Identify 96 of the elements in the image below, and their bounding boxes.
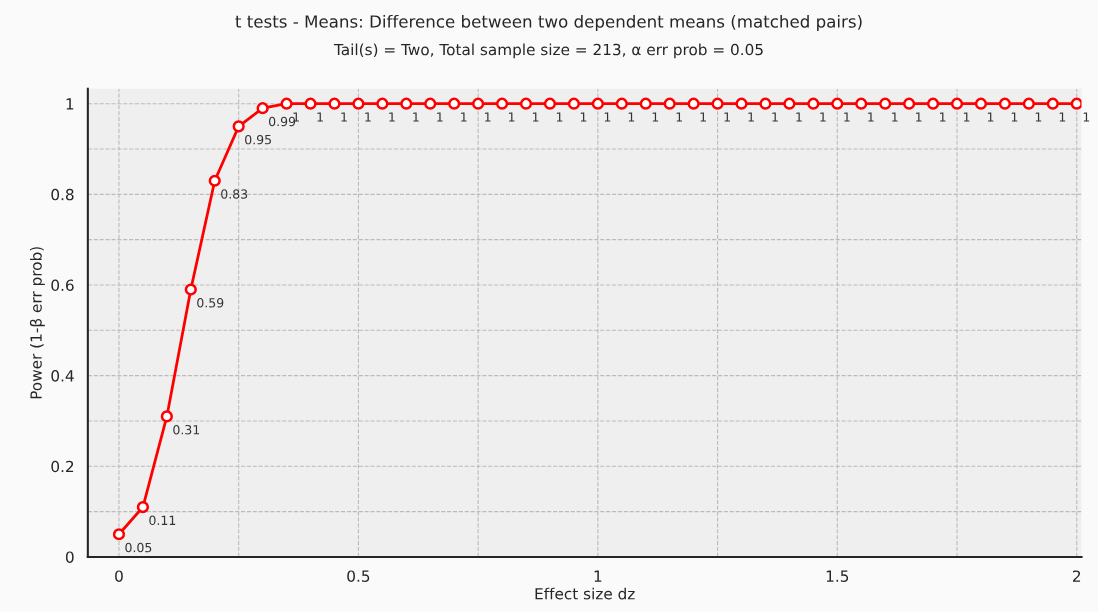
x-tick-label: 0 bbox=[115, 570, 123, 582]
point bbox=[950, 97, 964, 110]
point bbox=[184, 283, 197, 296]
point bbox=[567, 97, 581, 110]
data-label: 1 bbox=[820, 112, 826, 122]
point bbox=[926, 97, 940, 110]
point bbox=[424, 97, 437, 110]
point bbox=[208, 174, 221, 187]
x-tick-label: 2 bbox=[1073, 570, 1081, 582]
data-label: 1 bbox=[724, 112, 730, 122]
point bbox=[711, 97, 724, 110]
data-label: 1 bbox=[748, 112, 754, 122]
point bbox=[1046, 97, 1059, 110]
point bbox=[352, 97, 365, 110]
chart-title: t tests - Means: Difference between two dependent means (matched pairs) bbox=[235, 14, 862, 32]
y-tick-label: 0.4 bbox=[51, 370, 74, 382]
point bbox=[974, 97, 988, 110]
data-label: 1 bbox=[365, 112, 371, 122]
point bbox=[615, 97, 628, 110]
point bbox=[328, 97, 341, 110]
data-label: 0.05 bbox=[125, 542, 152, 553]
point bbox=[759, 97, 772, 110]
point bbox=[879, 97, 892, 110]
point bbox=[160, 410, 173, 423]
point bbox=[256, 102, 269, 115]
point bbox=[831, 97, 844, 110]
chart-subtitle: Tail(s) = Two, Total sample size = 213, α err prob = 0.05 bbox=[333, 43, 763, 59]
data-label: 1 bbox=[437, 112, 443, 122]
data-label: 1 bbox=[796, 112, 802, 122]
data-label: 1 bbox=[389, 112, 395, 122]
data-label: 1 bbox=[676, 112, 683, 122]
data-label: 1 bbox=[1035, 112, 1042, 122]
point bbox=[304, 97, 317, 110]
point bbox=[1022, 97, 1035, 110]
point bbox=[1070, 97, 1082, 110]
data-label: 0.11 bbox=[149, 515, 176, 526]
y-axis-title: Power (1-β err prob) bbox=[29, 247, 45, 399]
data-label: 1 bbox=[317, 112, 323, 122]
point bbox=[472, 97, 485, 110]
data-label: 1 bbox=[916, 112, 922, 122]
y-tick-label: 0.6 bbox=[51, 279, 74, 292]
point bbox=[639, 97, 652, 110]
point bbox=[735, 97, 748, 110]
point bbox=[807, 97, 820, 110]
x-tick-label: 1 bbox=[594, 570, 602, 582]
data-label: 1 bbox=[604, 112, 611, 122]
point bbox=[998, 97, 1012, 110]
data-label: 1 bbox=[987, 112, 994, 122]
x-tick-label: 1.5 bbox=[826, 570, 849, 582]
data-label: 1 bbox=[940, 112, 946, 122]
data-label: 1 bbox=[1011, 112, 1018, 122]
data-label: 1 bbox=[580, 112, 587, 122]
y-tick-label: 0.8 bbox=[51, 188, 74, 201]
data-label: 1 bbox=[963, 112, 970, 122]
point bbox=[495, 97, 509, 110]
data-label: 1 bbox=[485, 112, 491, 122]
point bbox=[543, 97, 557, 110]
data-label: 1 bbox=[772, 112, 778, 122]
x-tick-label: 0.5 bbox=[347, 570, 370, 582]
point bbox=[112, 528, 126, 541]
data-label: 1 bbox=[413, 112, 419, 122]
data-label: 1 bbox=[892, 112, 898, 122]
data-label: 1 bbox=[509, 112, 515, 122]
data-label: 1 bbox=[461, 112, 467, 122]
data-label: 1 bbox=[844, 112, 850, 122]
data-label: 0.31 bbox=[173, 424, 200, 435]
point bbox=[448, 97, 461, 110]
x-axis-title: Effect size dz bbox=[535, 587, 635, 600]
point bbox=[280, 97, 293, 110]
point bbox=[663, 97, 676, 110]
point bbox=[903, 97, 916, 110]
data-label: 1 bbox=[628, 112, 635, 122]
y-tick-label: 0.2 bbox=[51, 460, 74, 473]
point bbox=[136, 500, 150, 514]
point bbox=[400, 97, 413, 110]
point bbox=[855, 97, 868, 110]
data-label: 0.95 bbox=[245, 134, 271, 145]
data-label: 1 bbox=[868, 112, 874, 122]
data-label: 1 bbox=[556, 112, 563, 122]
point bbox=[232, 120, 245, 133]
data-label: 1 bbox=[1083, 112, 1090, 122]
data-label: 1 bbox=[700, 112, 706, 122]
data-label: 1 bbox=[341, 112, 347, 122]
point bbox=[687, 97, 700, 110]
data-label: 0.59 bbox=[197, 298, 224, 308]
point bbox=[591, 97, 604, 110]
point bbox=[783, 97, 796, 110]
y-tick-label: 1 bbox=[66, 98, 74, 110]
point bbox=[519, 97, 533, 110]
y-tick-label: 0 bbox=[65, 551, 74, 563]
data-label: 0.83 bbox=[221, 189, 248, 199]
data-label: 1 bbox=[1059, 112, 1066, 122]
data-label: 1 bbox=[652, 112, 659, 122]
data-label: 1 bbox=[532, 112, 539, 122]
point bbox=[376, 97, 389, 110]
data-label: 0.99 bbox=[269, 116, 296, 127]
